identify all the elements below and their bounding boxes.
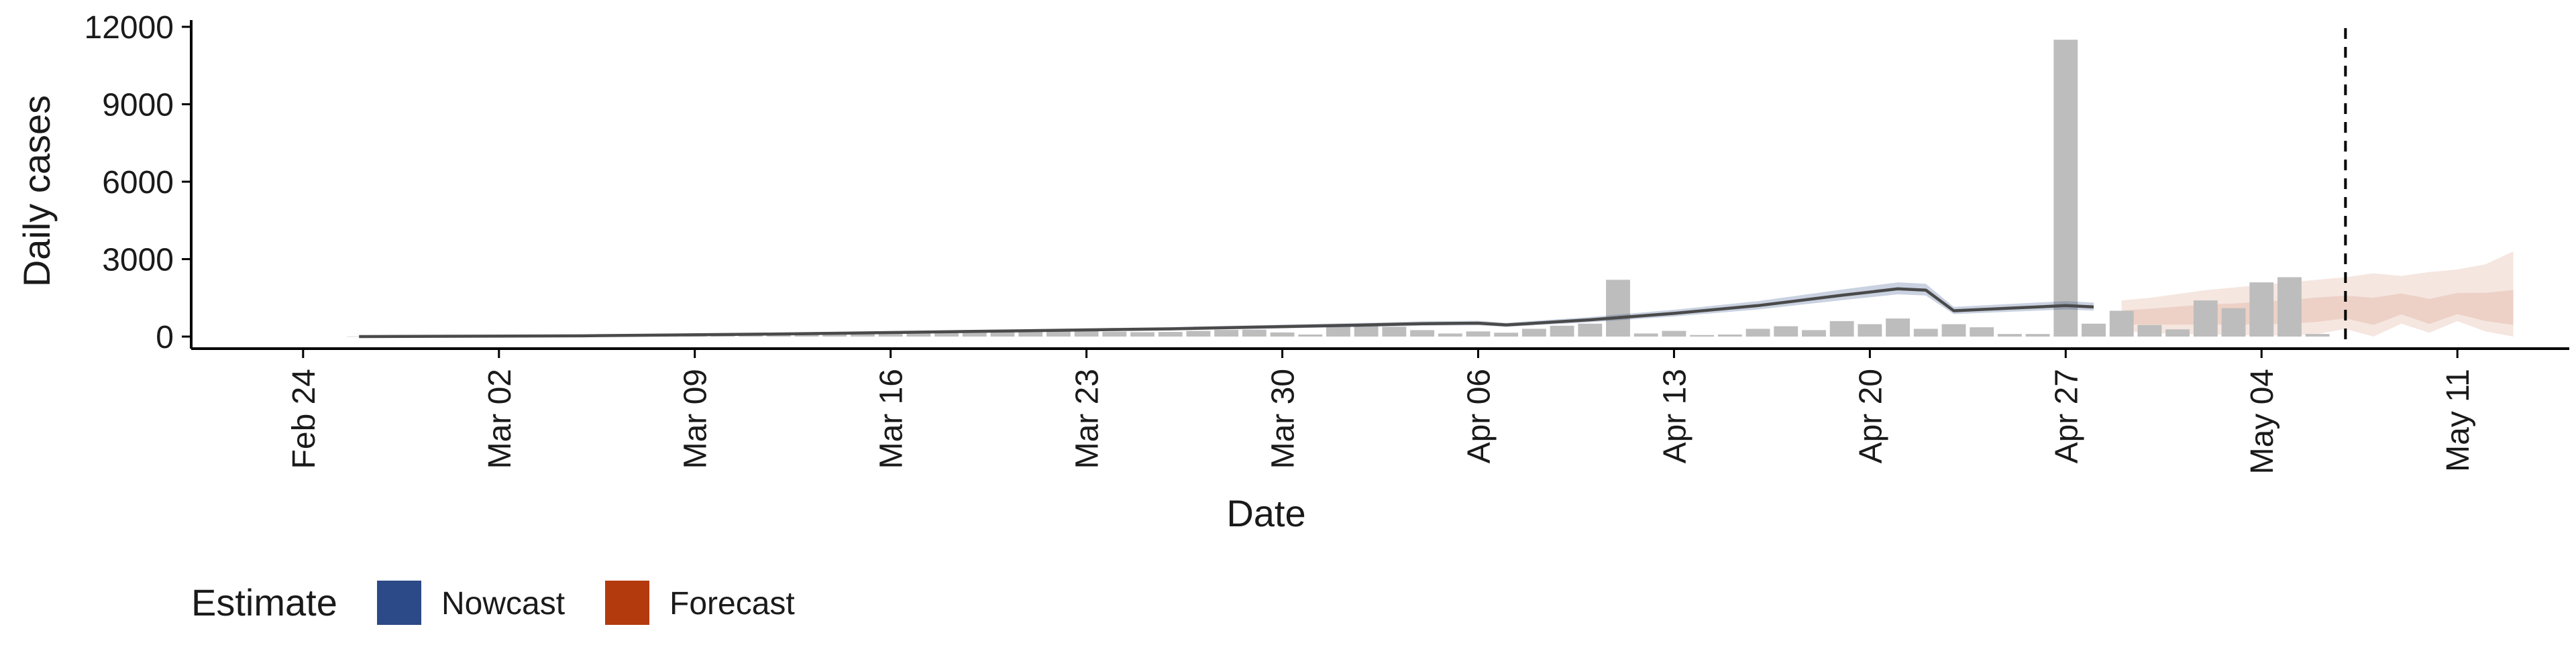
bar (1466, 331, 1491, 337)
bar (2109, 310, 2134, 337)
axes (190, 20, 2569, 350)
x-tick-label: Apr 20 (1853, 369, 1888, 463)
bar (1130, 332, 1155, 337)
y-tick-label: 0 (156, 320, 174, 355)
bar (1354, 325, 1379, 337)
x-tick-label: Apr 13 (1657, 369, 1693, 463)
bar (1046, 331, 1071, 337)
x-tick-label: Apr 06 (1461, 369, 1497, 463)
y-tick-label: 6000 (102, 165, 174, 200)
bar (2305, 334, 2330, 337)
bar (1326, 326, 1350, 337)
bar (906, 332, 931, 337)
bar (1690, 335, 1715, 337)
bar (1746, 329, 1770, 337)
bar (1410, 330, 1434, 337)
legend: Estimate Nowcast Forecast (191, 581, 795, 625)
bar (1494, 333, 1519, 337)
bar (1606, 280, 1630, 337)
bar (2249, 282, 2274, 337)
bar (1829, 320, 1854, 337)
bar (2193, 300, 2218, 337)
bar (962, 332, 987, 337)
bar (2137, 325, 2162, 337)
bar (878, 333, 903, 337)
x-tick-label: Mar 02 (482, 369, 518, 469)
bar (2082, 323, 2106, 337)
bar (822, 333, 847, 337)
bar (1941, 324, 1966, 337)
x-tick-label: Mar 23 (1070, 369, 1106, 469)
nowcast-line (359, 287, 2094, 339)
y-tick-label: 3000 (102, 243, 174, 278)
bar (1886, 318, 1910, 337)
forecast-bands (2121, 251, 2514, 337)
bar (1438, 333, 1462, 337)
x-tick-label: May 04 (2245, 369, 2280, 474)
bar (934, 332, 959, 337)
bar (2025, 334, 2050, 337)
bar (1633, 333, 1658, 337)
bar (1521, 329, 1546, 337)
x-tick-label: Mar 09 (678, 369, 714, 469)
y-tick-label: 12000 (85, 10, 174, 46)
legend-label: Nowcast (441, 586, 565, 622)
x-tick-label: May 11 (2440, 369, 2476, 472)
bar (2165, 329, 2190, 337)
x-tick-label: Mar 16 (874, 369, 910, 469)
legend-swatch (605, 581, 649, 625)
x-ticks: Feb 24 Mar 02 Mar 09 Mar 16 Mar 23 Mar 30 Apr … (286, 349, 2476, 474)
bar (1858, 324, 1882, 337)
bar-series (347, 40, 2330, 337)
legend-swatch (377, 581, 421, 625)
bar (1913, 329, 1938, 337)
bar (1158, 332, 1183, 337)
bar (1102, 331, 1127, 337)
bar (2277, 277, 2302, 337)
bar (1997, 334, 2022, 337)
bar (851, 333, 875, 337)
bar (1550, 325, 1574, 337)
bar (1970, 327, 1994, 337)
bar (1662, 331, 1686, 337)
x-axis-title: Date (1226, 492, 1305, 534)
bar (1802, 330, 1826, 337)
bar (1382, 327, 1407, 337)
x-tick-label: Mar 30 (1266, 369, 1301, 469)
bar (1717, 334, 1742, 337)
x-tick-label: Apr 27 (2049, 369, 2084, 463)
y-ticks: 0 3000 6000 9000 12000 (85, 10, 191, 355)
x-tick-label: Feb 24 (286, 369, 322, 469)
bar (1578, 323, 1603, 337)
bar (2221, 308, 2246, 337)
bar (2053, 40, 2078, 337)
bar (1774, 326, 1799, 337)
bar (1186, 331, 1211, 337)
legend-title: Estimate (191, 581, 337, 624)
legend-label: Forecast (669, 586, 795, 622)
bar (794, 334, 819, 337)
bar (766, 334, 791, 337)
bar (1242, 329, 1267, 337)
forecast-band-outer (2121, 251, 2514, 337)
y-axis-title: Daily cases (15, 95, 58, 287)
bar (1074, 331, 1099, 337)
bar (990, 331, 1015, 337)
line-series (359, 282, 2094, 339)
bar (1018, 331, 1043, 337)
bar (1214, 329, 1239, 337)
forecast-band-inner (2121, 290, 2514, 325)
nowcast-ribbon (359, 282, 2094, 337)
bar (1270, 332, 1295, 337)
y-tick-label: 9000 (102, 88, 174, 123)
bar (1298, 334, 1323, 337)
